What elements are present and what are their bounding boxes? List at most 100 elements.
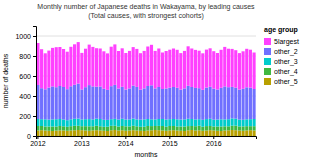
bar-segment xyxy=(245,126,248,130)
x-axis-title: months xyxy=(135,151,158,158)
bar-segment xyxy=(205,119,208,126)
bar-segment xyxy=(99,49,102,87)
bar-segment xyxy=(117,120,120,127)
bar-segment xyxy=(242,51,245,89)
bar-segment xyxy=(201,131,204,136)
bar-segment xyxy=(216,120,219,127)
bar-segment xyxy=(220,88,223,120)
bar-segment xyxy=(176,50,179,88)
bar-segment xyxy=(69,119,72,126)
legend-swatch xyxy=(264,58,271,65)
bar-segment xyxy=(212,127,215,131)
bar-segment xyxy=(135,131,138,137)
bar-segment xyxy=(113,126,116,130)
bar-segment xyxy=(245,87,248,119)
legend-item: other_4 xyxy=(264,68,298,76)
y-axis: 02004006008001000 xyxy=(15,27,36,140)
bar-segment xyxy=(205,50,208,88)
bar-segment xyxy=(66,131,69,136)
bar-segment xyxy=(47,127,50,131)
bar-segment xyxy=(110,119,113,126)
bar-segment xyxy=(55,47,58,87)
bar-segment xyxy=(183,119,186,126)
bar-segment xyxy=(212,51,215,88)
bar-segment xyxy=(84,131,87,137)
bar-series xyxy=(36,42,255,90)
bar-segment xyxy=(190,119,193,126)
bar-segment xyxy=(161,119,164,126)
bar-segment xyxy=(62,126,65,130)
bar-segment xyxy=(194,126,197,130)
x-tick-mark xyxy=(37,136,38,139)
bar-segment xyxy=(44,53,47,89)
bar-segment xyxy=(253,131,256,137)
bar-segment xyxy=(172,49,175,88)
bar-segment xyxy=(47,131,50,136)
x-tick-label: 2012 xyxy=(30,140,46,147)
bar-segment xyxy=(88,131,91,136)
bars xyxy=(36,42,255,136)
bar-segment xyxy=(150,45,153,86)
bar-segment xyxy=(106,120,109,127)
bar-segment xyxy=(190,49,193,88)
bar-segment xyxy=(135,119,138,126)
bar-segment xyxy=(84,49,87,87)
bar-segment xyxy=(102,127,105,131)
bar-segment xyxy=(73,126,76,131)
bar-segment xyxy=(121,87,124,119)
x-tick-mark xyxy=(125,136,126,139)
bar-segment xyxy=(198,130,201,136)
bar-segment xyxy=(183,131,186,136)
bar-segment xyxy=(139,90,142,120)
bar-segment xyxy=(44,131,47,137)
bar-segment xyxy=(55,87,58,119)
x-tick-mark xyxy=(169,136,170,139)
bar-segment xyxy=(110,130,113,136)
bar-segment xyxy=(154,130,157,136)
y-tick: 0 xyxy=(27,133,36,140)
y-tick-label: 600 xyxy=(19,73,31,80)
bar-segment xyxy=(150,130,153,136)
bar-segment xyxy=(227,130,230,136)
bar-segment xyxy=(201,127,204,131)
bar-segment xyxy=(209,87,212,119)
bar-segment xyxy=(231,87,234,119)
bar-segment xyxy=(143,127,146,131)
bar-segment xyxy=(168,119,171,126)
x-tick-label: 2014 xyxy=(118,140,134,147)
bar-segment xyxy=(253,119,256,126)
bar-segment xyxy=(168,50,171,88)
bar-segment xyxy=(77,84,80,119)
x-tick-mark xyxy=(213,136,214,139)
legend-title: age group xyxy=(264,26,298,34)
bar-segment xyxy=(190,87,193,119)
bar-segment xyxy=(234,88,237,119)
bar-segment xyxy=(106,53,109,90)
bar-segment xyxy=(80,130,83,136)
bar-segment xyxy=(249,126,252,130)
y-axis-title: number of deaths xyxy=(2,53,9,108)
bar-segment xyxy=(139,131,142,136)
bar-segment xyxy=(198,119,201,126)
bar-segment xyxy=(238,53,241,90)
y-tick: 400 xyxy=(19,93,36,100)
bar-segment xyxy=(187,46,190,86)
bar-segment xyxy=(223,86,226,119)
grid-line xyxy=(36,116,256,117)
bar-segment xyxy=(227,119,230,126)
grid-line xyxy=(36,56,256,57)
bar-segment xyxy=(128,119,131,126)
bar-segment xyxy=(231,126,234,130)
bar-segment xyxy=(117,127,120,131)
bar-segment xyxy=(143,51,146,89)
grid-line xyxy=(36,76,256,77)
bar-segment xyxy=(77,119,80,126)
bar-segment xyxy=(146,86,149,119)
bar-segment xyxy=(231,49,234,87)
bar-segment xyxy=(84,87,87,119)
bar-segment xyxy=(135,126,138,130)
bar-segment xyxy=(102,51,105,89)
bar-segment xyxy=(209,119,212,126)
bar-segment xyxy=(102,120,105,127)
bar-segment xyxy=(223,47,226,87)
